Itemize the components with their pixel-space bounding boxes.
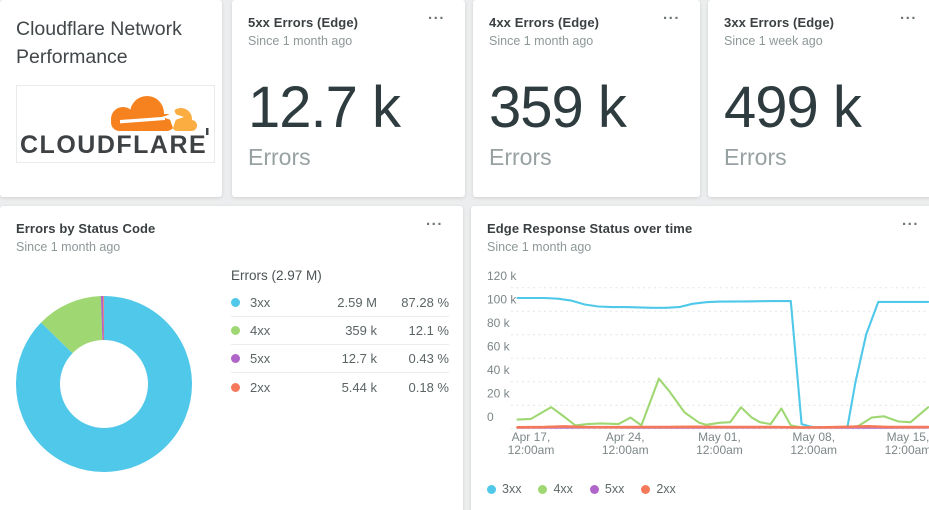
series-color-dot — [641, 484, 651, 494]
legend-item-4xx[interactable]: 4xx — [538, 482, 573, 496]
kpi-title: 4xx Errors (Edge) — [489, 15, 600, 30]
dashboard-title: Cloudflare Network Performance — [16, 18, 182, 68]
kpi-title: 5xx Errors (Edge) — [248, 15, 359, 30]
series-value: 12.7 k — [341, 351, 377, 366]
y-axis-tick: 80 k — [487, 316, 511, 330]
cloudflare-logo: CLOUDFLARE — [16, 85, 215, 163]
chart-title: Errors by Status Code — [16, 221, 156, 236]
legend-label: 4xx — [553, 482, 573, 496]
kpi-card-5xx: 5xx Errors (Edge) Since 1 month ago ... … — [232, 0, 465, 197]
legend-label: 3xx — [502, 482, 522, 496]
series-value: 359 k — [345, 323, 377, 338]
series-color-dot — [231, 382, 240, 392]
x-axis-tick: Apr 24, 12:00am — [602, 430, 649, 457]
y-axis-tick: 20 k — [487, 387, 511, 401]
kpi-card-4xx: 4xx Errors (Edge) Since 1 month ago ... … — [473, 0, 700, 197]
series-color-dot — [589, 484, 599, 494]
cloudflare-trademark-tick — [206, 128, 209, 135]
line-series-2xx[interactable] — [516, 425, 929, 429]
cloudflare-cloud-icon — [111, 96, 197, 131]
series-color-dot — [231, 326, 240, 335]
series-color-dot — [231, 354, 240, 363]
kpi-subtitle: Since 1 month ago — [489, 34, 594, 48]
donut-segment-2xx[interactable] — [16, 296, 192, 472]
series-label: 2xx — [250, 379, 271, 395]
kpi-value: 359 k — [489, 75, 627, 140]
kpi-value: 499 k — [724, 75, 862, 140]
series-label: 3xx — [250, 295, 271, 310]
chart-subtitle: Since 1 month ago — [16, 240, 121, 254]
series-label: 5xx — [250, 351, 271, 366]
donut-table-rows: 3xx 2.59 M 87.28 % 4xx 359 k 12.1 % 5xx 12.7 k 0… — [231, 289, 449, 401]
donut-legend-row-5xx[interactable]: 5xx 12.7 k 0.43 % — [231, 345, 449, 373]
donut-legend-row-2xx[interactable]: 2xx 5.44 k 0.18 % — [231, 373, 449, 401]
kpi-unit: Errors — [489, 144, 552, 170]
line-chart-legend: 3xx 4xx 5xx 2xx — [487, 482, 676, 496]
edge-response-card: Edge Response Status over time Since 1 m… — [471, 206, 929, 510]
series-color-dot — [487, 484, 496, 494]
donut-legend-row-4xx[interactable]: 4xx 359 k 12.1 % — [231, 317, 449, 345]
card-menu-icon[interactable]: ... — [899, 6, 917, 23]
card-menu-icon[interactable]: ... — [425, 212, 443, 229]
legend-item-5xx[interactable]: 5xx — [589, 482, 625, 496]
kpi-card-3xx: 3xx Errors (Edge) Since 1 week ago ... 4… — [708, 0, 929, 197]
series-percent: 87.28 % — [401, 295, 449, 310]
card-menu-icon[interactable]: ... — [662, 6, 680, 23]
legend-item-2xx[interactable]: 2xx — [641, 482, 676, 496]
y-axis-tick: 100 k — [487, 293, 517, 307]
y-axis-tick: 40 k — [487, 363, 511, 377]
series-percent: 0.43 % — [408, 351, 449, 366]
line-chart: 120 k 100 k 80 k 60 k 40 k 20 k 0 Apr 17, 12:00a… — [487, 269, 929, 457]
series-label: 4xx — [250, 323, 271, 338]
x-axis-tick: May 08, 12:00am — [790, 430, 837, 457]
kpi-subtitle: Since 1 month ago — [248, 34, 353, 48]
series-percent: 0.18 % — [408, 379, 449, 395]
y-axis-tick: 60 k — [487, 340, 511, 354]
chart-subtitle: Since 1 month ago — [487, 240, 592, 254]
x-axis-tick: May 15, 12:00am — [885, 430, 929, 457]
donut-chart — [16, 296, 192, 472]
series-color-dot — [538, 484, 548, 494]
errors-by-status-card: Errors by Status Code Since 1 month ago … — [0, 206, 463, 510]
legend-label: 5xx — [604, 482, 625, 496]
donut-legend-table: Errors (2.97 M) 3xx 2.59 M 87.28 % 4xx 359 k… — [231, 268, 449, 401]
card-menu-icon[interactable]: ... — [901, 212, 919, 229]
y-axis-tick: 0 — [487, 410, 494, 424]
cloudflare-wordmark: CLOUDFLARE — [20, 131, 207, 159]
line-series-4xx[interactable] — [516, 377, 929, 429]
donut-table-header: Errors (2.97 M) — [231, 268, 322, 283]
kpi-unit: Errors — [724, 144, 787, 170]
series-percent: 12.1 % — [408, 323, 449, 338]
chart-title: Edge Response Status over time — [487, 221, 693, 236]
kpi-title: 3xx Errors (Edge) — [724, 15, 835, 30]
card-menu-icon[interactable]: ... — [427, 6, 445, 23]
kpi-subtitle: Since 1 week ago — [724, 34, 823, 48]
kpi-unit: Errors — [248, 144, 311, 170]
x-axis-tick: Apr 17, 12:00am — [508, 430, 555, 457]
x-axis-tick: May 01, 12:00am — [696, 430, 743, 457]
cloudflare-logo-image: CLOUDFLARE — [20, 96, 209, 159]
y-axis-tick: 120 k — [487, 269, 517, 283]
series-value: 2.59 M — [337, 295, 377, 310]
kpi-value: 12.7 k — [248, 75, 401, 140]
series-color-dot — [231, 298, 240, 307]
donut-legend-row-3xx[interactable]: 3xx 2.59 M 87.28 % — [231, 289, 449, 317]
header-card: Cloudflare Network Performance CLOUDFLAR… — [0, 0, 222, 197]
legend-item-3xx[interactable]: 3xx — [487, 482, 521, 496]
line-series-3xx[interactable] — [516, 296, 929, 429]
series-value: 5.44 k — [341, 379, 377, 395]
legend-label: 2xx — [656, 482, 676, 496]
